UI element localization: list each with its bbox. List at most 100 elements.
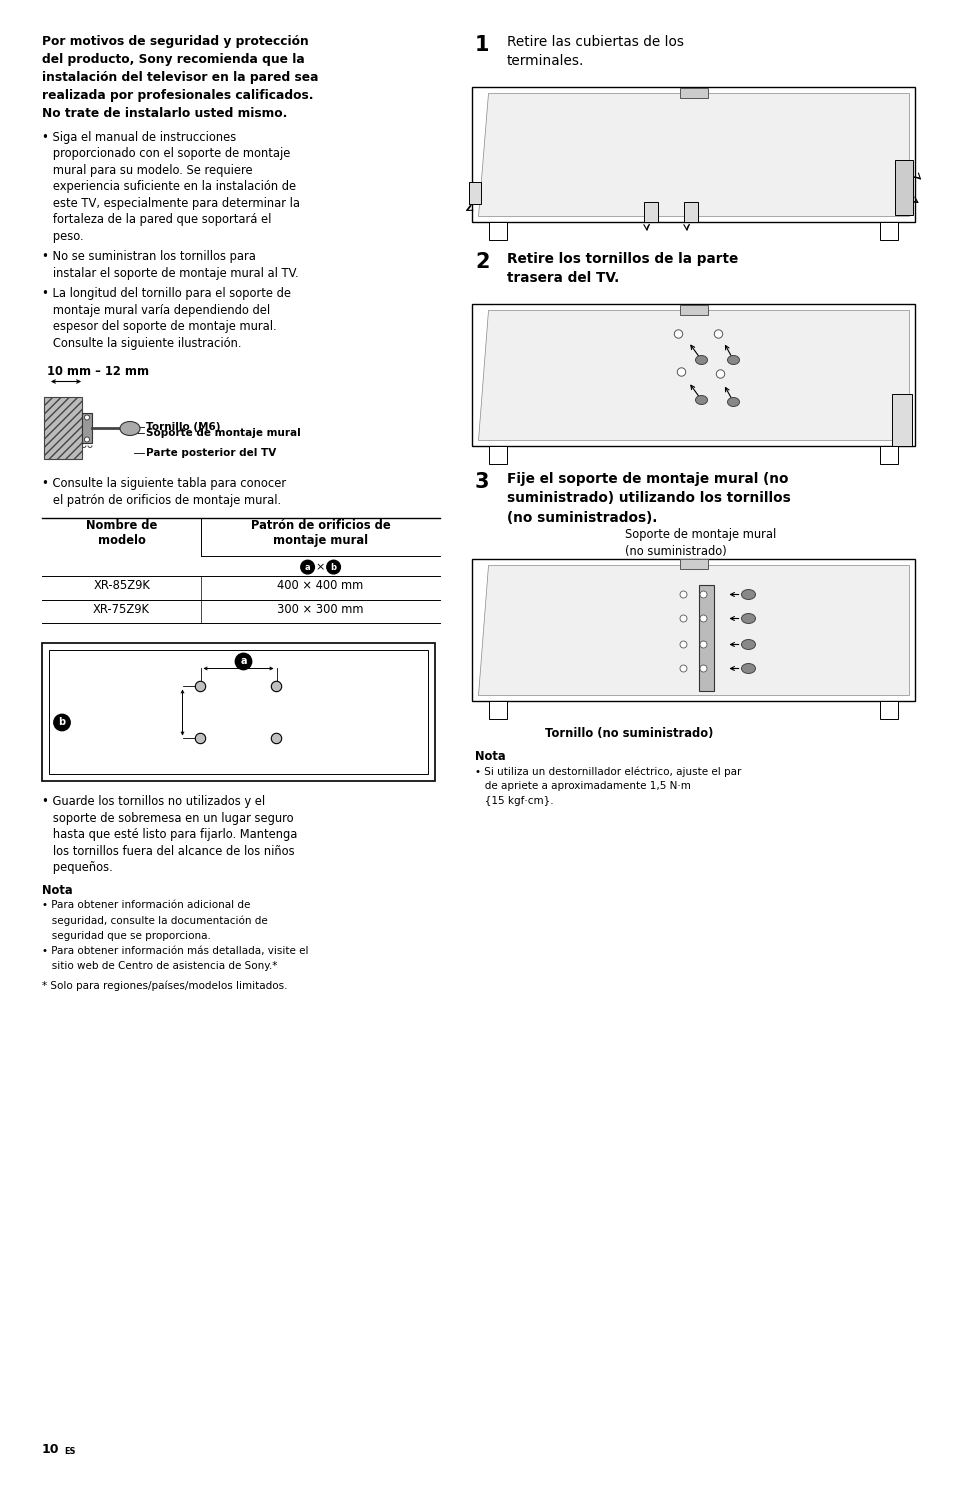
Text: instalación del televisor en la pared sea: instalación del televisor en la pared se… [42,71,318,85]
Circle shape [674,330,682,339]
Circle shape [679,615,686,623]
Text: {15 kgf·cm}.: {15 kgf·cm}. [475,796,553,807]
Circle shape [714,330,722,339]
Ellipse shape [740,664,755,673]
Circle shape [679,666,686,672]
Text: • Consulte la siguiente tabla para conocer: • Consulte la siguiente tabla para conoc… [42,477,286,490]
Circle shape [235,654,252,670]
Circle shape [327,560,340,574]
Polygon shape [477,94,908,215]
Circle shape [700,615,706,623]
Bar [879,446,897,464]
Ellipse shape [740,639,755,649]
Text: XR-75Z9K: XR-75Z9K [93,603,150,617]
Text: No trate de instalarlo usted mismo.: No trate de instalarlo usted mismo. [42,107,287,120]
Text: * Solo para regiones/países/modelos limitados.: * Solo para regiones/países/modelos limi… [42,981,287,991]
Text: el patrón de orificios de montaje mural.: el patrón de orificios de montaje mural. [42,493,281,507]
Text: Retire las cubiertas de los: Retire las cubiertas de los [506,36,683,49]
Text: trasera del TV.: trasera del TV. [506,270,618,285]
Text: XR-85Z9K: XR-85Z9K [93,580,150,593]
Circle shape [700,666,706,672]
Text: 400 × 400 mm: 400 × 400 mm [277,580,363,593]
Text: suministrado) utilizando los tornillos: suministrado) utilizando los tornillos [506,492,790,505]
Text: seguridad, consulte la documentación de: seguridad, consulte la documentación de [42,915,268,926]
Circle shape [85,415,90,421]
Circle shape [679,640,686,648]
Ellipse shape [695,355,707,364]
Text: Retire los tornillos de la parte: Retire los tornillos de la parte [506,253,738,266]
Text: seguridad que se proporciona.: seguridad que se proporciona. [42,930,211,941]
Text: • La longitud del tornillo para el soporte de: • La longitud del tornillo para el sopor… [42,287,291,300]
Text: pequeños.: pequeños. [42,862,112,874]
Text: sitio web de Centro de asistencia de Sony.*: sitio web de Centro de asistencia de Son… [42,961,277,972]
Ellipse shape [695,395,707,404]
Circle shape [271,681,281,691]
Bar [682,202,697,221]
Text: Nota: Nota [42,884,72,898]
Bar [82,413,91,443]
Text: b: b [58,718,66,728]
Text: terminales.: terminales. [506,53,584,68]
Ellipse shape [740,590,755,599]
Ellipse shape [740,614,755,624]
Circle shape [700,640,706,648]
Polygon shape [477,311,908,440]
Bar [643,202,657,221]
Text: montaje mural varía dependiendo del: montaje mural varía dependiendo del [42,305,270,317]
Text: 10 mm – 12 mm: 10 mm – 12 mm [47,366,149,379]
Bar [489,700,506,719]
Circle shape [85,437,90,441]
Bar [489,446,506,464]
Circle shape [195,681,206,691]
Text: 1: 1 [475,36,489,55]
Bar [879,221,897,241]
Text: • Guarde los tornillos no utilizados y el: • Guarde los tornillos no utilizados y e… [42,795,265,808]
Text: este TV, especialmente para determinar la: este TV, especialmente para determinar l… [42,198,299,210]
Text: mural para su modelo. Se requiere: mural para su modelo. Se requiere [42,163,253,177]
Bar [679,305,707,315]
Text: los tornillos fuera del alcance de los niños: los tornillos fuera del alcance de los n… [42,846,294,857]
Polygon shape [472,559,914,700]
Text: a: a [304,563,310,572]
Text: 3: 3 [475,473,489,492]
Text: • Para obtener información más detallada, visite el: • Para obtener información más detallada… [42,947,308,955]
Text: del producto, Sony recomienda que la: del producto, Sony recomienda que la [42,53,304,65]
Circle shape [271,733,281,743]
Polygon shape [472,88,914,221]
Text: (no suministrados).: (no suministrados). [506,511,657,525]
Text: hasta que esté listo para fijarlo. Mantenga: hasta que esté listo para fijarlo. Mante… [42,829,297,841]
Text: Nombre de
modelo: Nombre de modelo [86,520,157,547]
Text: Tornillo (no suministrado): Tornillo (no suministrado) [544,727,713,740]
Bar [44,397,82,459]
Text: a: a [240,657,247,667]
Text: Patrón de orificios de
montaje mural: Patrón de orificios de montaje mural [251,520,390,547]
Text: • Siga el manual de instrucciones: • Siga el manual de instrucciones [42,131,236,144]
Text: de apriete a aproximadamente 1,5 N·m: de apriete a aproximadamente 1,5 N·m [475,782,690,791]
Ellipse shape [727,397,739,407]
Bar [489,221,506,241]
Text: soporte de sobremesa en un lugar seguro: soporte de sobremesa en un lugar seguro [42,811,294,825]
Text: Parte posterior del TV: Parte posterior del TV [146,449,276,459]
Bar [49,651,428,774]
Text: (no suministrado): (no suministrado) [624,544,726,557]
Polygon shape [472,305,914,446]
Text: realizada por profesionales calificados.: realizada por profesionales calificados. [42,89,314,103]
Bar [879,700,897,719]
Text: 10: 10 [42,1443,59,1456]
Text: Soporte de montaje mural: Soporte de montaje mural [624,528,776,541]
Text: fortaleza de la pared que soportará el: fortaleza de la pared que soportará el [42,214,271,226]
Text: Fije el soporte de montaje mural (no: Fije el soporte de montaje mural (no [506,473,788,486]
Bar [679,88,707,98]
Text: peso.: peso. [42,230,84,244]
Text: experiencia suficiente en la instalación de: experiencia suficiente en la instalación… [42,180,295,193]
Text: ES: ES [64,1447,75,1456]
Text: Tornillo (M6): Tornillo (M6) [146,422,220,432]
Text: Nota: Nota [475,749,505,762]
Text: • Si utiliza un destornillador eléctrico, ajuste el par: • Si utiliza un destornillador eléctrico… [475,767,740,777]
Text: Consulte la siguiente ilustración.: Consulte la siguiente ilustración. [42,337,241,351]
Circle shape [195,733,206,743]
Polygon shape [477,565,908,694]
Text: instalar el soporte de montaje mural al TV.: instalar el soporte de montaje mural al … [42,267,298,279]
Circle shape [679,591,686,597]
Bar [469,181,480,204]
